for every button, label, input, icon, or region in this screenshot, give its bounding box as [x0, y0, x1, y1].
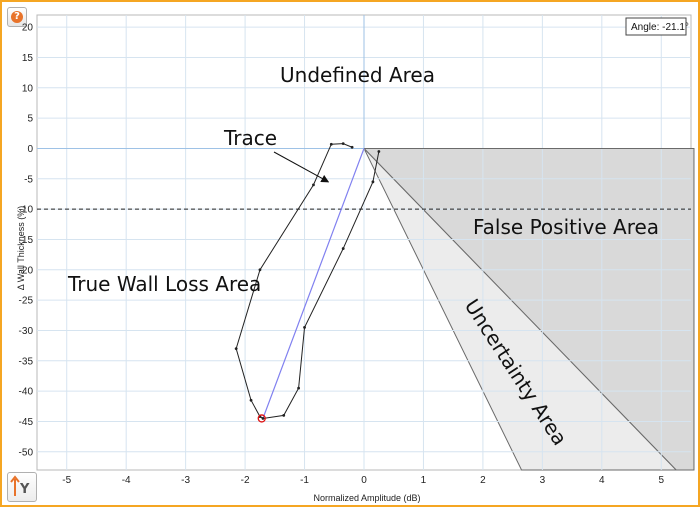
x-tick-label: 4 [599, 475, 605, 486]
y-tick-label: -20 [19, 265, 34, 276]
x-tick-label: 3 [540, 475, 546, 486]
trace-point [341, 247, 345, 250]
y-axis-icon: Y [10, 475, 30, 497]
trace-end-marker [257, 414, 266, 423]
y-axis-toggle-button[interactable]: Y [7, 472, 37, 502]
svg-text:Y: Y [19, 482, 30, 497]
x-tick-label: 2 [480, 475, 486, 486]
x-tick-label: -5 [62, 475, 71, 486]
x-tick-label: -3 [181, 475, 190, 486]
y-tick-label: -10 [19, 205, 34, 216]
trace-point [329, 142, 333, 146]
angle-badge: Angle: -21.1° [625, 17, 689, 36]
y-tick-label: 5 [27, 114, 33, 125]
zero-axes [37, 15, 691, 149]
trace-point [341, 142, 345, 146]
series-layer [234, 142, 381, 423]
false-positive-area-label: False Positive Area [473, 215, 659, 239]
x-tick-label: -1 [300, 475, 309, 486]
y-tick-label: -15 [19, 235, 34, 246]
y-axis-title: Δ Wall Thickness (%) [16, 206, 26, 291]
trace-point [234, 347, 238, 351]
trace-point [350, 145, 354, 149]
trace-annotation-label: Trace [223, 126, 277, 150]
x-tick-label: 1 [421, 475, 427, 486]
x-tick-label: 5 [658, 475, 664, 486]
trace-point [261, 417, 265, 420]
x-tick-label: -2 [241, 475, 250, 486]
y-tick-label: -35 [19, 356, 34, 367]
x-tick-labels: -5 -4 -3 -2 -1 0 1 2 3 4 5 [62, 475, 664, 486]
y-tick-label: -30 [19, 326, 34, 337]
x-tick-label: -4 [122, 475, 131, 486]
trace-point [377, 150, 381, 153]
help-button[interactable]: ? [7, 7, 27, 27]
x-axis-title: Normalized Amplitude (dB) [313, 493, 420, 503]
angle-badge-text: Angle: -21.1° [631, 22, 689, 33]
y-tick-label: -50 [19, 447, 34, 458]
question-icon: ? [11, 11, 23, 23]
phase-angle-line [262, 148, 365, 419]
trace-point [258, 268, 262, 272]
trace-point [371, 180, 375, 184]
trace-annotation-arrow [273, 151, 330, 183]
trace-point [282, 414, 286, 417]
y-tick-label: -25 [19, 296, 34, 307]
y-tick-label: -45 [19, 417, 34, 428]
y-tick-label: -40 [19, 387, 34, 398]
x-tick-label: 0 [361, 475, 367, 486]
uncertainty-region [363, 148, 678, 471]
y-tick-labels: 20 15 10 5 0 -5 -10 -15 -20 -25 -30 -35 -40 -45 -50 [19, 23, 34, 459]
trace-point [249, 398, 253, 402]
y-tick-label: 10 [22, 83, 34, 94]
y-tick-label: 15 [22, 53, 34, 64]
trace-point [312, 183, 315, 187]
y-tick-label: -5 [24, 174, 33, 185]
undefined-area-label: Undefined Area [280, 63, 435, 87]
true-wall-loss-area-label: True Wall Loss Area [67, 272, 261, 296]
trace-point [297, 386, 300, 390]
trace-point [303, 326, 306, 329]
y-tick-label: 0 [27, 144, 33, 155]
y-tick-label: 20 [22, 23, 34, 34]
